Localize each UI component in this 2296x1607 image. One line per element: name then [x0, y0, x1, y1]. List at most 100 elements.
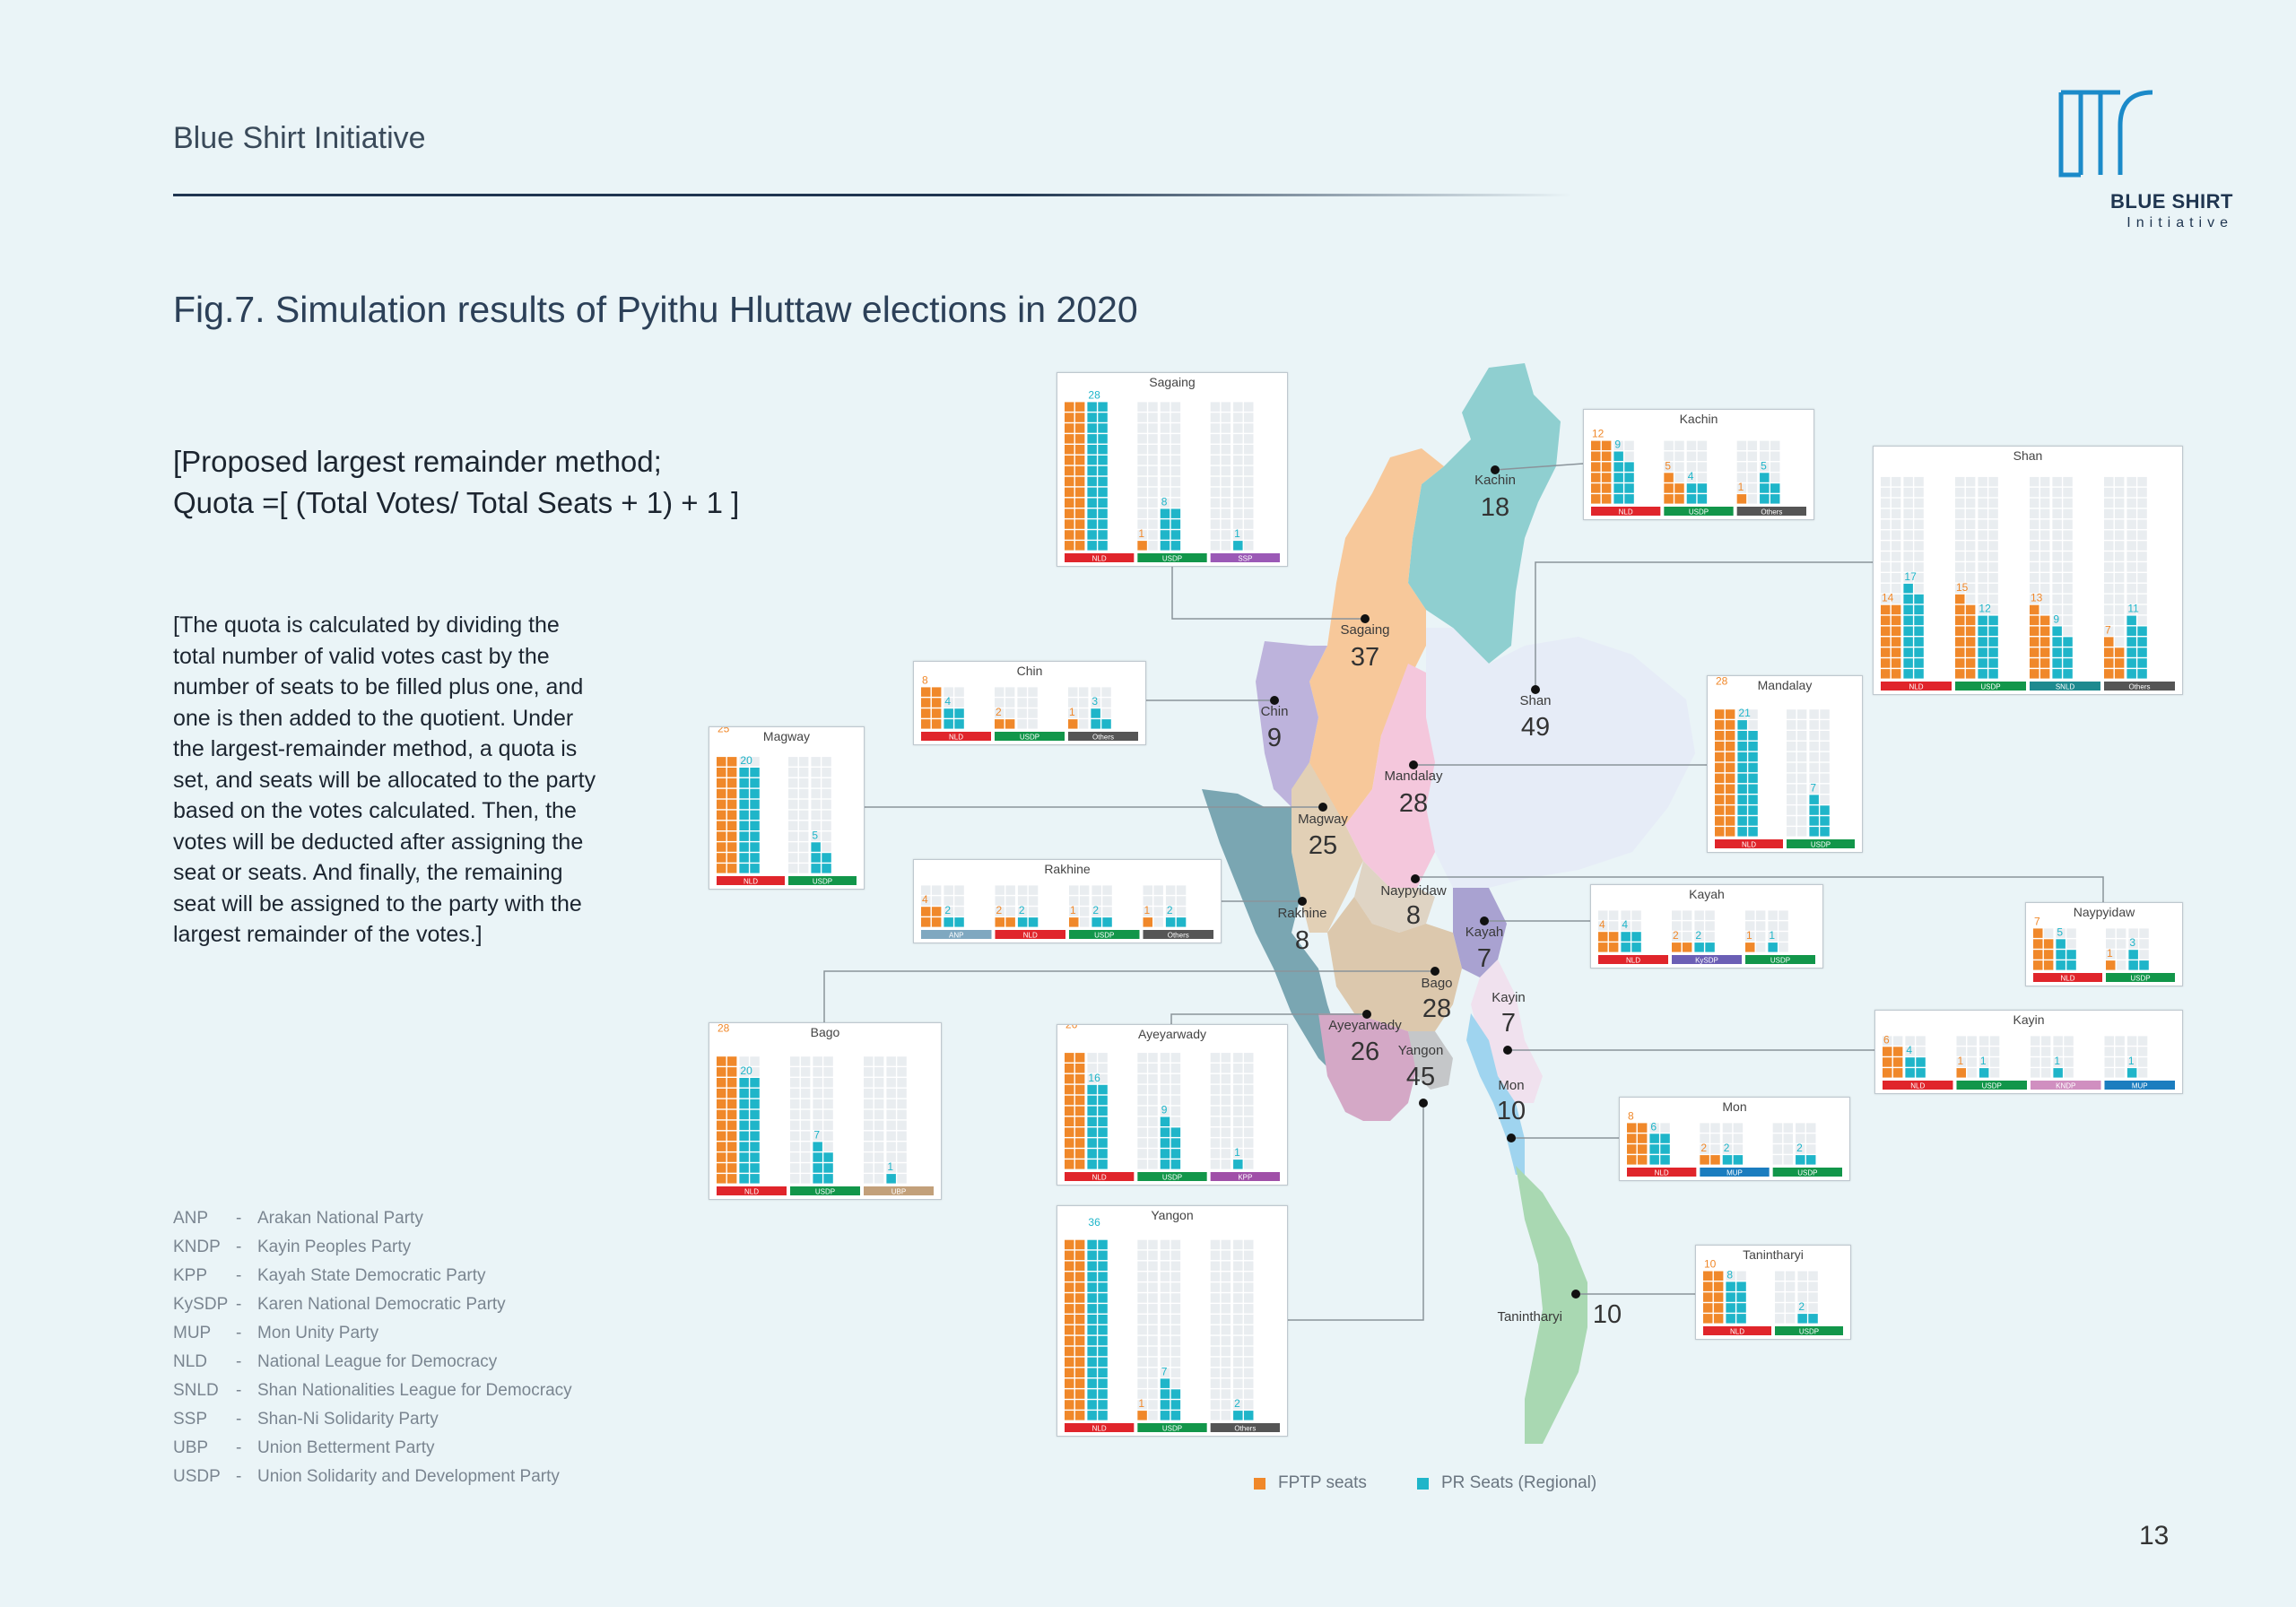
- empty-cell: [1137, 1084, 1147, 1095]
- pr-nld-seat: [1098, 1304, 1108, 1314]
- empty-cell: [1787, 795, 1796, 804]
- fptp-usdp-seat: [1955, 594, 1965, 604]
- empty-cell: [1210, 1084, 1221, 1095]
- pr-nld-seat: [739, 799, 749, 810]
- fptp-nld-seat: [1881, 647, 1891, 657]
- empty-cell: [1243, 1357, 1254, 1368]
- empty-cell: [2104, 626, 2114, 636]
- abbreviation-row: NLD - National League for Democracy: [173, 1352, 572, 1381]
- pr-nld-seat: [1087, 498, 1097, 508]
- fptp-snld-seat: [2039, 637, 2050, 647]
- empty-cell: [2114, 562, 2125, 572]
- party-label: Others: [1761, 508, 1782, 517]
- empty-cell: [1137, 1357, 1147, 1368]
- pr-nld-seat: [2056, 939, 2066, 949]
- pr-nld-seat: [1736, 1314, 1746, 1324]
- party-label: UBP: [891, 1188, 906, 1196]
- party-bar-others: [1736, 507, 1806, 516]
- empty-cell: [739, 1067, 749, 1077]
- map-region-seats: 18: [1481, 493, 1509, 522]
- party-label: USDP: [1689, 508, 1709, 517]
- empty-cell: [1967, 1057, 1977, 1067]
- empty-cell: [813, 1056, 822, 1066]
- pr-nld-seat: [1098, 1084, 1108, 1095]
- fptp-nld-seat: [726, 1056, 737, 1066]
- map-region-name: Sagaing: [1340, 622, 1389, 638]
- party-bar-nld: [1591, 507, 1661, 516]
- empty-cell: [1243, 1368, 1254, 1377]
- empty-cell: [1243, 1106, 1254, 1116]
- blue-shirt-logo-icon: [2058, 90, 2153, 178]
- panel-chin: Chin 8 4 NLD 2 USDP 1 3 Others: [913, 661, 1146, 745]
- method-line-2: Quota =[ (Total Votes/ Total Seats + 1) …: [173, 486, 740, 519]
- pr-nld-seat: [1748, 827, 1758, 837]
- pr-usdp-seat: [1809, 816, 1819, 826]
- empty-cell: [1820, 709, 1830, 719]
- pr-nld-seat: [1098, 1282, 1108, 1292]
- empty-cell: [864, 1163, 874, 1173]
- empty-cell: [897, 1099, 907, 1109]
- empty-cell: [822, 777, 831, 788]
- empty-cell: [1079, 896, 1090, 906]
- empty-cell: [811, 799, 821, 810]
- fptp-nld-value-label: 26: [1065, 1025, 1078, 1030]
- empty-cell: [1796, 751, 1807, 762]
- empty-cell: [1916, 1036, 1926, 1046]
- pr-nld-seat: [1098, 1272, 1108, 1281]
- fptp-nld-seat: [726, 1067, 737, 1077]
- empty-cell: [1710, 1123, 1720, 1133]
- fptp-usdp-value-label: 5: [1665, 459, 1671, 472]
- map-marker-magway: [1318, 803, 1327, 812]
- empty-cell: [1210, 1064, 1221, 1073]
- pr-others-value-label: 5: [1761, 459, 1767, 472]
- empty-cell: [1914, 583, 1924, 594]
- empty-cell: [1221, 476, 1231, 487]
- pr-mup-value-label: 2: [1724, 1142, 1730, 1154]
- pr-others-seat: [2126, 647, 2136, 657]
- page-number: 13: [2139, 1521, 2170, 1551]
- empty-cell: [1148, 402, 1158, 412]
- pr-nld-seat: [1737, 762, 1747, 773]
- empty-cell: [2137, 573, 2147, 583]
- pr-nld-seat: [1087, 1138, 1097, 1148]
- empty-cell: [1137, 1160, 1147, 1169]
- pr-usdp-seat: [2139, 960, 2149, 970]
- fptp-nld-seat: [717, 1152, 726, 1162]
- pr-usdp-seat: [1820, 827, 1830, 837]
- empty-cell: [1148, 1116, 1158, 1126]
- pr-nld-value-label: 6: [1650, 1120, 1657, 1133]
- empty-cell: [1988, 530, 1998, 540]
- pr-nld-seat: [1098, 413, 1108, 422]
- empty-cell: [1233, 1293, 1243, 1303]
- empty-cell: [2030, 530, 2039, 540]
- fptp-others-seat: [2114, 658, 2125, 668]
- fptp-nld-seat: [995, 917, 1004, 927]
- empty-cell: [1787, 816, 1796, 826]
- empty-cell: [823, 1109, 833, 1120]
- empty-cell: [1808, 1292, 1818, 1302]
- empty-cell: [1760, 462, 1770, 472]
- pr-nld-seat: [1098, 455, 1108, 465]
- pr-nld-seat: [2066, 950, 2076, 960]
- fptp-mup-value-label: 2: [1700, 1142, 1707, 1154]
- pr-usdp-value-label: 8: [1161, 495, 1168, 508]
- empty-cell: [1148, 1411, 1158, 1420]
- party-label: Others: [1234, 1425, 1256, 1433]
- fptp-nld-seat: [1881, 658, 1891, 668]
- empty-cell: [874, 1056, 884, 1066]
- fptp-nld-seat: [717, 1056, 726, 1066]
- map-marker-yangon: [1419, 1099, 1428, 1108]
- pr-nld-seat: [1613, 451, 1623, 461]
- empty-cell: [1160, 413, 1170, 422]
- empty-cell: [1137, 1368, 1147, 1377]
- empty-cell: [1160, 1335, 1170, 1346]
- empty-cell: [1160, 423, 1170, 433]
- empty-cell: [1783, 1155, 1794, 1165]
- empty-cell: [1747, 494, 1758, 504]
- abbreviation-full: Shan Nationalities League for Democracy: [257, 1381, 572, 1400]
- empty-cell: [2137, 1068, 2148, 1078]
- pr-nld-value-label: 36: [1088, 1216, 1100, 1229]
- empty-cell: [1967, 1036, 1977, 1046]
- fptp-usdp-seat: [1965, 658, 1976, 668]
